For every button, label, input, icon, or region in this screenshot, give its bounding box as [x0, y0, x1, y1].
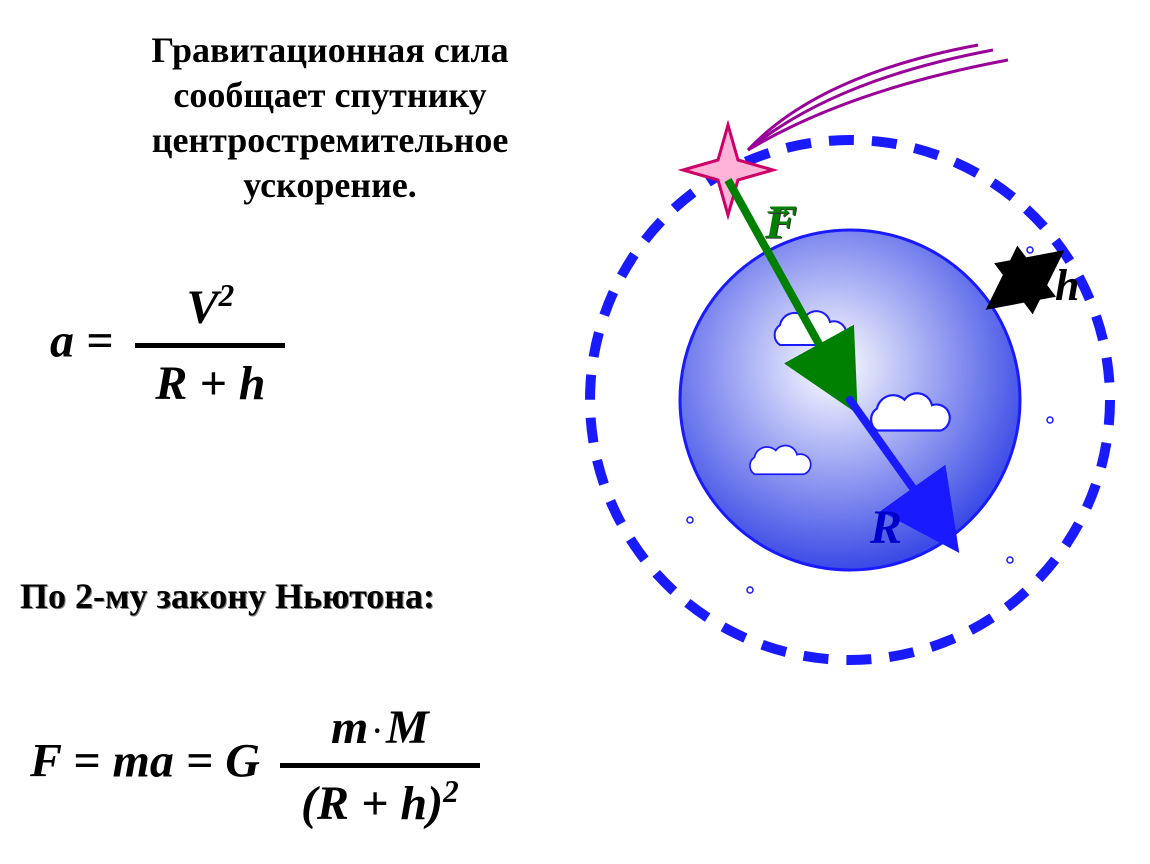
fraction-F-num: m·M — [280, 700, 480, 760]
orbit-diagram: → F h R — [550, 30, 1130, 680]
F-num-dot: · — [368, 715, 386, 747]
F-num-m: m — [331, 701, 368, 754]
fraction-a-den: R + h — [135, 351, 285, 411]
label-F: → F — [765, 195, 797, 250]
F-num-M: M — [386, 701, 429, 754]
comet-trails — [748, 45, 1008, 150]
label-R: R — [870, 500, 902, 555]
fraction-a: V2 R + h — [135, 280, 285, 411]
formula-a-lhs: a = — [50, 315, 113, 368]
a-num-exp: 2 — [219, 278, 235, 313]
fraction-F-den: (R + h)2 — [280, 771, 480, 831]
diagram-svg — [550, 30, 1130, 680]
fraction-F: m·M (R + h)2 — [280, 700, 480, 831]
F-den-exp: 2 — [443, 774, 459, 809]
vector-arrow-icon: → — [760, 185, 796, 227]
newton-law-text: По 2-му закону Ньютона: — [20, 575, 435, 617]
formula-F-lhs: F = ma = G — [30, 735, 260, 788]
a-num-base: V — [187, 281, 219, 334]
F-den-base: (R + h) — [301, 777, 443, 830]
fraction-F-line — [280, 763, 480, 768]
formula-acceleration: a = V2 R + h — [50, 280, 285, 411]
height-arrow — [992, 255, 1058, 305]
label-h: h — [1055, 260, 1079, 311]
fraction-a-num: V2 — [135, 280, 285, 340]
formula-force: F = ma = G m·M (R + h)2 — [30, 700, 480, 831]
center-dot — [846, 396, 854, 404]
title-text: Гравитационная сила сообщает спутнику це… — [80, 28, 580, 208]
fraction-a-line — [135, 343, 285, 348]
